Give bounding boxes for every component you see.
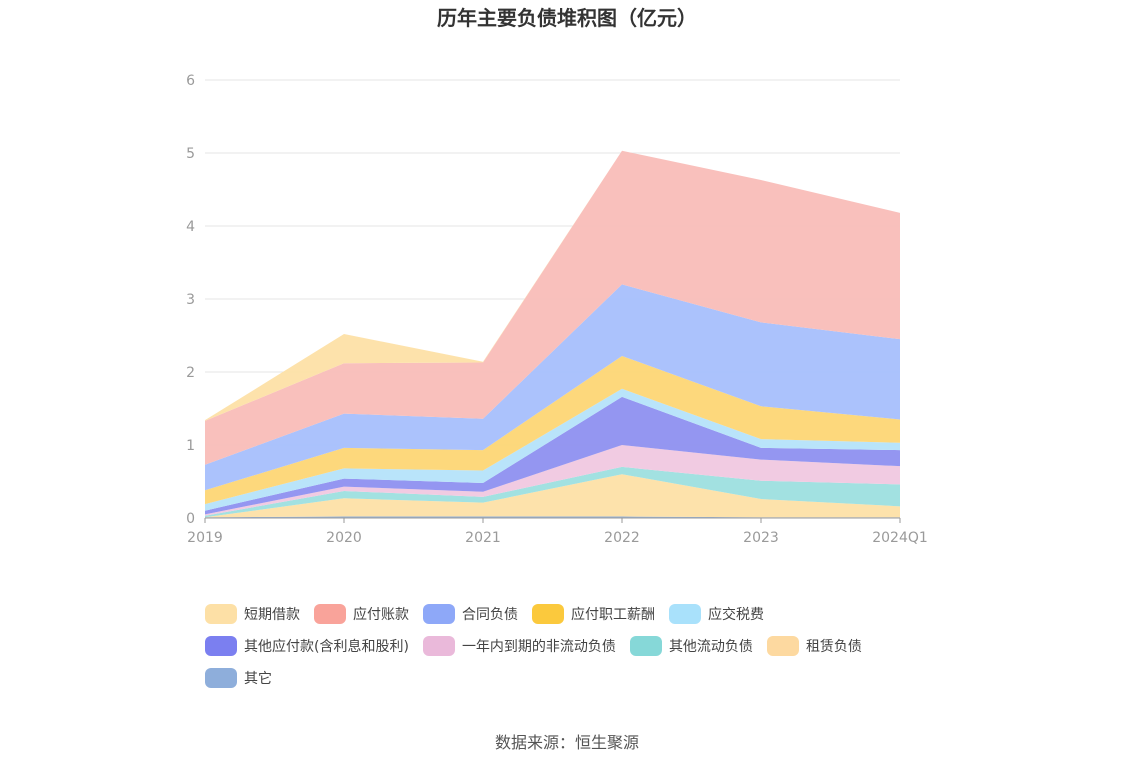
area-series-7[interactable] [205,284,900,491]
legend-swatch [205,604,237,624]
legend-row: 其它 [205,662,965,694]
x-tick-label: 2021 [465,530,501,546]
legend-swatch [205,636,237,656]
legend-label: 应交税费 [708,607,764,623]
area-series-3[interactable] [205,445,900,516]
y-tick-label: 1 [186,438,195,454]
legend-label: 其他应付款(含利息和股利) [244,639,409,655]
y-tick-label: 6 [186,73,195,89]
legend-swatch [669,604,701,624]
legend-item[interactable]: 合同负债 [423,604,518,624]
y-tick-label: 2 [186,365,195,381]
legend-item[interactable]: 其他流动负债 [629,636,753,656]
legend-label: 应付账款 [353,607,409,623]
y-tick-label: 0 [186,511,195,527]
legend-label: 租赁负债 [805,639,862,655]
legend-label: 其他流动负债 [668,639,753,655]
x-tick-label: 2020 [326,530,362,546]
axes: 0 1 2 3 4 5 6 2019 2020 2021 2022 2023 2024Q1 [186,73,928,546]
y-tick-label: 5 [186,146,195,162]
x-tick-label: 2022 [604,530,640,546]
y-tick-label: 4 [186,219,195,235]
legend: 短期借款 应付账款 合同负债 应付职工薪酬 应交税费其他应付款(含利息和股利) 一年内到期… [205,598,965,694]
legend-swatch [766,636,799,656]
legend-label: 短期借款 [244,607,300,623]
legend-swatch [314,604,346,624]
area-series-1[interactable] [205,474,900,518]
x-tick-label: 2023 [743,530,779,546]
x-tick-label: 2019 [187,530,223,546]
x-tick-label: 2024Q1 [872,530,928,546]
legend-swatch [423,604,455,624]
legend-item[interactable]: 应付职工薪酬 [532,604,655,624]
legend-label: 合同负债 [462,607,518,623]
legend-swatch [629,636,662,656]
area-series-2[interactable] [205,466,900,518]
legend-swatch [205,668,237,688]
legend-item[interactable]: 租赁负债 [766,636,862,656]
legend-item[interactable]: 一年内到期的非流动负债 [422,636,616,656]
y-tick-label: 3 [186,292,195,308]
area-series-9[interactable] [205,150,900,421]
legend-item[interactable]: 其它 [205,668,272,688]
legend-swatch [422,636,455,656]
area-series [205,150,900,518]
area-series-4[interactable] [205,396,900,515]
legend-item[interactable]: 短期借款 [205,604,300,624]
legend-label: 应付职工薪酬 [571,607,655,623]
legend-row: 其他应付款(含利息和股利) 一年内到期的非流动负债 其他流动负债 租赁负债 [205,630,965,662]
legend-row: 短期借款 应付账款 合同负债 应付职工薪酬 应交税费 [205,598,965,630]
area-series-8[interactable] [205,150,900,465]
source-note: 数据来源：恒生聚源 [494,733,639,752]
legend-item[interactable]: 其他应付款(含利息和股利) [205,636,409,656]
legend-label: 一年内到期的非流动负债 [461,639,616,655]
legend-label: 其它 [244,671,272,687]
legend-item[interactable]: 应付账款 [314,604,409,624]
area-series-6[interactable] [205,355,900,505]
legend-swatch [532,604,564,624]
stacked-area-chart: 0 1 2 3 4 5 6 2019 2020 2021 2022 2023 2024Q1 [186,73,928,546]
legend-item[interactable]: 应交税费 [669,604,764,624]
chart-title: 历年主要负债堆积图（亿元） [437,6,697,30]
